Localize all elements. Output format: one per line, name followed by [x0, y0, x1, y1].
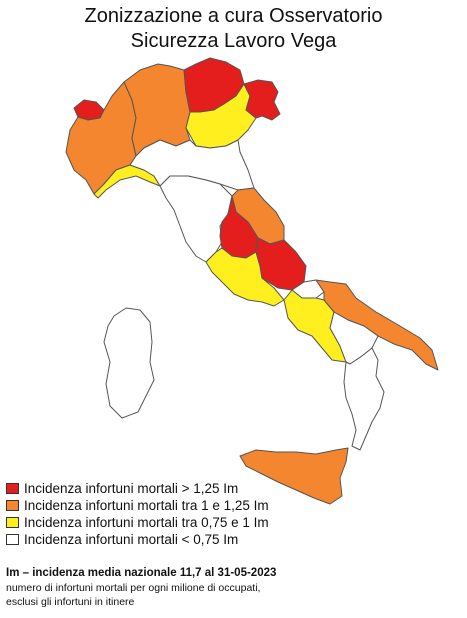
legend-item-red: Incidenza infortuni mortali > 1,25 Im	[6, 480, 426, 497]
legend-item-white: Incidenza infortuni mortali < 0,75 Im	[6, 531, 426, 548]
legend-swatch-white	[6, 534, 19, 545]
title-line-2: Sicurezza Lavoro Vega	[130, 30, 337, 52]
legend-item-yellow: Incidenza infortuni mortali tra 0,75 e 1…	[6, 514, 426, 531]
legend: Incidenza infortuni mortali > 1,25 Im In…	[6, 480, 426, 548]
legend-item-orange: Incidenza infortuni mortali tra 1 e 1,25…	[6, 497, 426, 514]
region-lazio	[205, 247, 285, 307]
legend-swatch-red	[6, 483, 19, 494]
legend-swatch-orange	[6, 500, 19, 511]
legend-label-white: Incidenza infortuni mortali < 0,75 Im	[24, 532, 239, 547]
region-emilia-romagna	[129, 139, 255, 191]
map-title: Zonizzazione a cura Osservatorio Sicurez…	[0, 4, 467, 54]
legend-swatch-yellow	[6, 517, 19, 528]
title-line-1: Zonizzazione a cura Osservatorio	[84, 5, 383, 27]
footnote: Im – incidenza media nazionale 11,7 al 3…	[6, 566, 446, 609]
footnote-title: Im – incidenza media nazionale 11,7 al 3…	[6, 567, 277, 579]
footnote-line-2: esclusi gli infortuni in itinere	[6, 596, 135, 608]
footnote-line-1: numero di infortuni mortali per ogni mil…	[6, 582, 261, 594]
region-sardegna	[103, 307, 155, 419]
region-calabria	[343, 347, 385, 451]
legend-label-orange: Incidenza infortuni mortali tra 1 e 1,25…	[24, 498, 269, 513]
legend-label-red: Incidenza infortuni mortali > 1,25 Im	[24, 481, 239, 496]
legend-label-yellow: Incidenza infortuni mortali tra 0,75 e 1…	[24, 515, 269, 530]
region-sicilia	[239, 447, 349, 505]
region-friuli-venezia-giulia	[243, 79, 281, 121]
